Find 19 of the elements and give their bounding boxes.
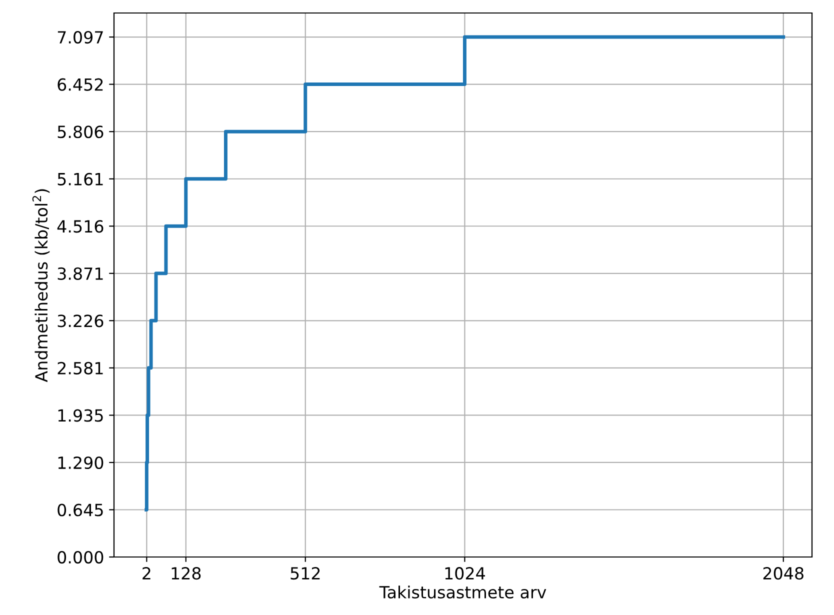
x-tick-label: 2048 [763, 567, 804, 580]
y-tick-label: 6.452 [58, 78, 103, 91]
y-tick-label: 4.516 [57, 220, 104, 233]
y-tick-label: 1.935 [58, 409, 103, 422]
x-tick-label: 1024 [445, 567, 485, 580]
y-tick-label: 3.226 [58, 314, 104, 328]
y-tick-label: 0.645 [58, 504, 103, 516]
x-axis-title: Takistusastmete arv [379, 586, 546, 599]
x-tick-label: 512 [290, 567, 320, 580]
y-tick-label: 5.161 [58, 172, 103, 186]
y-tick-label: 7.097 [58, 30, 103, 44]
x-tick-label: 128 [172, 567, 201, 580]
y-axis-title: Andmetihedus (kb/tol$^{2}$) [32, 189, 50, 382]
y-tick-label: 0.000 [58, 550, 104, 564]
y-tick-label: 1.290 [58, 456, 104, 470]
y-tick-label: 2.581 [58, 362, 103, 374]
y-tick-label: 3.871 [58, 267, 103, 280]
y-tick-label: 5.806 [58, 126, 104, 138]
x-tick-label: 2 [142, 567, 150, 580]
